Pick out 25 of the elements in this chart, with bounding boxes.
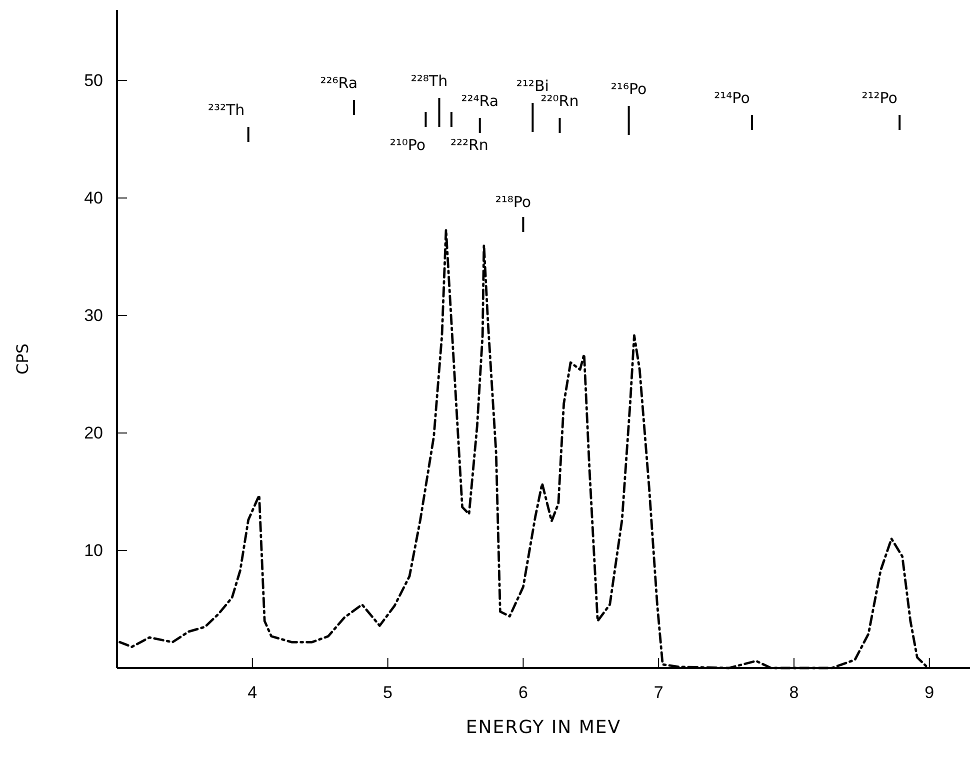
ref-line-label: ²³²Th xyxy=(208,101,245,119)
x-tick-label: 6 xyxy=(518,683,528,702)
y-tick-label: 40 xyxy=(84,188,103,208)
ref-line-label: ²¹⁴Po xyxy=(714,89,750,107)
y-tick-label: 30 xyxy=(84,306,103,325)
y-axis-title: CPS xyxy=(13,344,32,374)
ref-line-label: ²¹⁶Po xyxy=(610,80,647,98)
ref-line-label: ²²²Rn xyxy=(450,136,488,154)
x-tick-label: 8 xyxy=(789,683,799,702)
ref-line-label: ²²⁴Ra xyxy=(461,92,499,110)
y-tick-label: 20 xyxy=(84,423,103,442)
ref-line-label: ²²⁰Rn xyxy=(540,92,579,110)
x-tick-label: 7 xyxy=(654,683,664,702)
y-tick-label: 10 xyxy=(84,540,103,560)
x-tick-label: 9 xyxy=(924,683,934,702)
ref-line-label: ²¹⁸Po xyxy=(495,193,532,211)
ref-line-label: ²¹⁰Po xyxy=(390,136,426,154)
x-axis-title: ENERGY IN MEV xyxy=(466,717,622,738)
ref-line-label: ²¹²Bi xyxy=(516,77,549,95)
ref-line-label: ²²⁸Th xyxy=(410,72,448,90)
ref-line-label: ²¹²Po xyxy=(862,89,898,107)
ref-line-label: ²²⁶Ra xyxy=(320,74,358,92)
y-tick-label: 50 xyxy=(84,70,103,90)
x-tick-label: 5 xyxy=(383,683,393,702)
x-tick-label: 4 xyxy=(248,683,258,702)
